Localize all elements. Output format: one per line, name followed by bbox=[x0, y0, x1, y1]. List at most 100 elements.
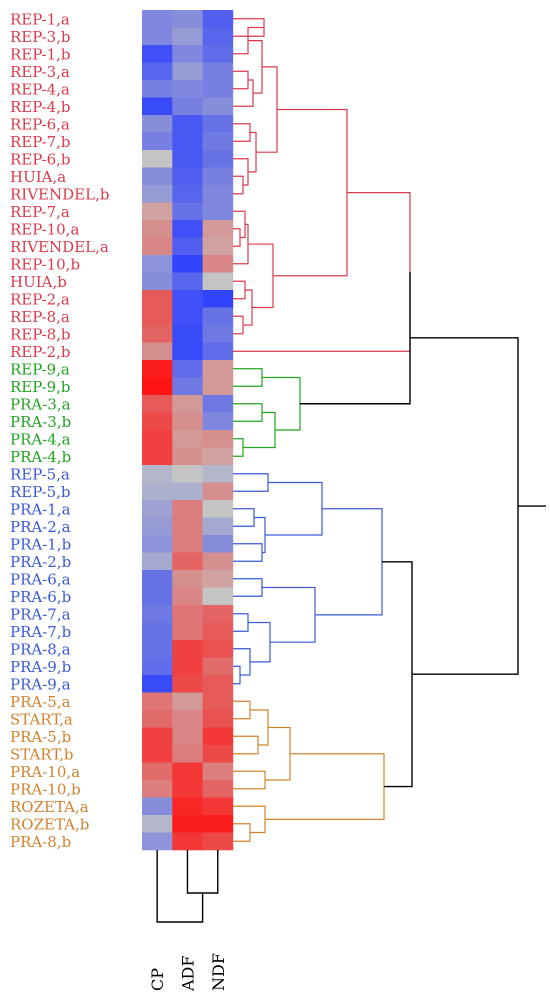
heatmap-cell bbox=[202, 622, 234, 641]
heatmap-cell bbox=[172, 167, 203, 186]
dendrogram-branch bbox=[265, 726, 291, 781]
row-label: RIVENDEL,b bbox=[10, 185, 109, 203]
dendrogram-branch bbox=[300, 271, 411, 405]
row-label: REP-7,a bbox=[10, 203, 70, 221]
dendrogram-branch bbox=[232, 210, 246, 239]
heatmap-cell bbox=[202, 150, 234, 168]
heatmap-cell bbox=[202, 447, 234, 466]
heatmap-cell bbox=[142, 640, 173, 658]
row-label: REP-10,b bbox=[10, 255, 80, 273]
dendrogram-branch bbox=[232, 648, 251, 676]
heatmap-cell bbox=[172, 377, 203, 396]
dendrogram-branch bbox=[232, 368, 263, 387]
dendrogram-branch bbox=[232, 770, 266, 790]
heatmap-cell bbox=[142, 272, 173, 291]
heatmap-cell bbox=[202, 797, 234, 816]
heatmap-cell bbox=[172, 255, 203, 273]
heatmap-cell bbox=[142, 762, 173, 781]
heatmap-cell bbox=[202, 815, 234, 833]
heatmap-cell bbox=[142, 832, 173, 851]
heatmap-cell bbox=[142, 395, 173, 413]
dendrogram-branch bbox=[232, 473, 269, 492]
dendrogram-branch bbox=[232, 403, 263, 422]
row-label: PRA-5,b bbox=[10, 728, 71, 746]
heatmap-cell bbox=[202, 552, 234, 571]
row-label: PRA-1,a bbox=[10, 500, 71, 518]
heatmap-cell bbox=[172, 570, 203, 588]
heatmap-cell bbox=[172, 430, 203, 448]
row-label: PRA-7,a bbox=[10, 605, 71, 623]
heatmap-cell bbox=[142, 500, 173, 518]
heatmap-cell bbox=[142, 692, 173, 711]
heatmap-cell bbox=[202, 482, 234, 501]
column-branch bbox=[156, 850, 204, 923]
dendrogram-branch bbox=[232, 665, 241, 685]
heatmap-cell bbox=[142, 255, 173, 273]
heatmap-cell bbox=[142, 430, 173, 448]
heatmap-cell bbox=[202, 605, 234, 623]
heatmap-cell bbox=[172, 552, 203, 571]
heatmap-cell bbox=[202, 570, 234, 588]
heatmap-cell bbox=[172, 202, 203, 221]
heatmap-cell bbox=[202, 500, 234, 518]
row-label: PRA-10,a bbox=[10, 763, 80, 781]
heatmap-cell bbox=[202, 640, 234, 658]
heatmap-cell bbox=[172, 395, 203, 413]
row-label: PRA-5,a bbox=[10, 693, 71, 711]
dendrogram-branch bbox=[232, 228, 241, 247]
heatmap-cell bbox=[142, 587, 173, 606]
heatmap-cell bbox=[172, 97, 203, 116]
heatmap-cell bbox=[172, 412, 203, 431]
heatmap-cell bbox=[142, 45, 173, 63]
heatmap-cell bbox=[142, 237, 173, 256]
dendrogram-branch bbox=[232, 613, 249, 632]
heatmap-cell bbox=[172, 587, 203, 606]
heatmap-cell bbox=[202, 377, 234, 396]
dendrogram-branch bbox=[232, 823, 251, 842]
heatmap-cell bbox=[142, 727, 173, 746]
row-label: PRA-4,a bbox=[10, 430, 71, 448]
dendrogram-branch bbox=[273, 108, 348, 277]
dendrogram-branch bbox=[232, 158, 249, 186]
heatmap-cell bbox=[142, 62, 173, 81]
row-label: REP-3,b bbox=[10, 28, 71, 46]
heatmap-cell bbox=[202, 237, 234, 256]
row-label: REP-8,a bbox=[10, 308, 70, 326]
heatmap-cell bbox=[142, 10, 173, 28]
heatmap-cell bbox=[202, 115, 234, 133]
heatmap-cell bbox=[172, 657, 203, 676]
heatmap-cell bbox=[172, 692, 203, 711]
heatmap-cell bbox=[202, 45, 234, 63]
row-label: PRA-10,b bbox=[10, 780, 81, 798]
heatmap-cell bbox=[142, 150, 173, 168]
heatmap-cell bbox=[202, 395, 234, 413]
heatmap-cell bbox=[142, 97, 173, 116]
column-branch bbox=[186, 850, 219, 894]
heatmap-cell bbox=[142, 185, 173, 203]
dendrogram-branch bbox=[232, 805, 266, 834]
heatmap-cell bbox=[142, 342, 173, 361]
dendrogram-branch bbox=[248, 621, 271, 663]
heatmap-cell bbox=[172, 45, 203, 63]
heatmap-cell bbox=[142, 290, 173, 308]
dendrogram-branch bbox=[232, 578, 263, 597]
heatmap-cell bbox=[172, 27, 203, 46]
heatmap-cell bbox=[172, 517, 203, 536]
heatmap-cell bbox=[142, 552, 173, 571]
heatmap-cell bbox=[142, 167, 173, 186]
row-label: ROZETA,a bbox=[10, 798, 89, 816]
row-label: REP-5,b bbox=[10, 483, 71, 501]
heatmap-cell bbox=[142, 745, 173, 763]
row-label: REP-6,b bbox=[10, 150, 71, 168]
heatmap-cell bbox=[142, 675, 173, 693]
heatmap-cell bbox=[172, 622, 203, 641]
row-label: REP-4,b bbox=[10, 98, 71, 116]
heatmap-cell bbox=[142, 360, 173, 378]
dendrogram-branch bbox=[232, 438, 244, 457]
heatmap-cell bbox=[202, 10, 234, 28]
heatmap-cell bbox=[142, 80, 173, 98]
heatmap-cell bbox=[142, 710, 173, 728]
column-label: NDF bbox=[209, 953, 228, 991]
heatmap-cell bbox=[172, 815, 203, 833]
